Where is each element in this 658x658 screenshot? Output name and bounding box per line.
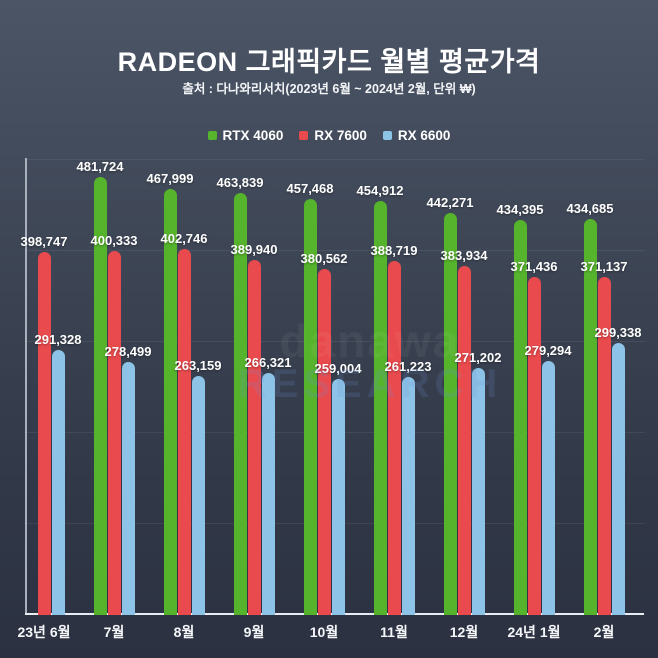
bar-rx-7600 — [527, 277, 541, 615]
value-label: 388,719 — [370, 243, 418, 259]
bar-rx-7600 — [387, 261, 401, 615]
legend-marker-icon — [382, 131, 392, 140]
x-tick-label: 7월 — [103, 624, 125, 640]
value-label: 389,940 — [230, 242, 278, 258]
value-label: 263,159 — [174, 357, 222, 373]
value-label: 278,499 — [104, 343, 152, 359]
value-label: 434,395 — [496, 201, 544, 217]
bar-rx-7600 — [37, 252, 51, 615]
x-tick-label: 12월 — [449, 624, 479, 640]
legend-marker-icon — [299, 131, 309, 140]
plot-area: 481,724 467,999 463,839 457,468 454,912 442,2… — [21, 158, 645, 615]
value-label: 266,321 — [244, 354, 292, 370]
bar-rx-7600 — [597, 277, 611, 615]
x-tick-label: 10월 — [309, 624, 339, 640]
gridline — [25, 159, 645, 160]
x-tick-label: 24년 1월 — [507, 624, 561, 640]
value-label: 457,468 — [286, 180, 334, 196]
legend: RTX 4060 RX 7600 RX 6600 — [0, 128, 658, 143]
bar-rtx-4060 — [513, 219, 527, 615]
bar-rx-7600 — [317, 268, 331, 615]
value-label: 463,839 — [216, 174, 264, 190]
x-tick-label: 2월 — [593, 624, 615, 640]
value-label: 442,271 — [426, 194, 474, 210]
chart-subtitle: 출처 : 다나와리서치(2023년 6월 ~ 2024년 2월, 단위 ₩) — [182, 82, 476, 96]
value-label: 467,999 — [146, 171, 194, 187]
gridline — [25, 341, 645, 342]
legend-label: RX 6600 — [397, 128, 451, 143]
bar-rtx-4060 — [233, 192, 247, 615]
value-label: 371,436 — [510, 259, 558, 274]
gridline — [25, 250, 645, 251]
x-tick-label: 23년 6월 — [17, 624, 71, 640]
value-label: 259,004 — [314, 361, 362, 377]
bar-rtx-4060 — [303, 198, 317, 615]
bar-rx-7600 — [107, 250, 121, 615]
value-label: 400,333 — [90, 232, 138, 248]
bar-rx-6600 — [331, 379, 345, 615]
value-label: 271,202 — [454, 350, 502, 366]
bar-rx-6600 — [51, 349, 65, 615]
value-label: 454,912 — [356, 183, 404, 199]
value-label: 380,562 — [300, 250, 348, 266]
value-label: 383,934 — [440, 247, 488, 263]
bar-rx-6600 — [471, 368, 485, 615]
bar-rx-6600 — [541, 360, 555, 615]
bar-rtx-4060 — [163, 189, 177, 615]
bar-rtx-4060 — [373, 201, 387, 615]
bar-rx-7600 — [457, 265, 471, 615]
bar-rx-6600 — [261, 372, 275, 615]
value-label: 299,338 — [594, 324, 642, 340]
bar-rx-7600 — [247, 260, 261, 615]
legend-item-rx-6600: RX 6600 — [382, 128, 451, 143]
legend-label: RX 7600 — [314, 128, 367, 143]
value-label: 261,223 — [384, 359, 432, 375]
bar-rtx-4060 — [443, 212, 457, 615]
value-label: 398,747 — [20, 234, 68, 250]
chart-title: RADEON 그래픽카드 월별 평균가격 — [117, 47, 541, 77]
value-label: 402,746 — [160, 230, 208, 246]
value-label: 481,724 — [76, 158, 124, 174]
bar-rx-6600 — [191, 375, 205, 615]
value-label: 291,328 — [34, 331, 82, 347]
x-tick-label: 8월 — [173, 624, 195, 640]
bar-rx-7600 — [177, 248, 191, 615]
legend-item-rx-7600: RX 7600 — [299, 128, 367, 143]
bar-rx-6600 — [401, 377, 415, 615]
value-label: 371,137 — [580, 259, 628, 275]
bar-rx-6600 — [611, 342, 625, 615]
legend-marker-icon — [207, 131, 217, 140]
bar-rx-6600 — [121, 361, 135, 615]
y-axis-line — [25, 158, 27, 615]
value-label: 434,685 — [566, 201, 614, 217]
value-label: 279,294 — [524, 342, 572, 358]
x-tick-label: 9월 — [243, 624, 265, 640]
x-axis-labels: 23년 6월 7월 8월 9월 10월 11월 12월 24년 1월 2월 — [17, 622, 645, 642]
x-tick-label: 11월 — [380, 624, 408, 640]
bar-rtx-4060 — [583, 219, 597, 615]
legend-label: RTX 4060 — [222, 128, 284, 143]
bar-rtx-4060 — [93, 176, 107, 615]
legend-item-rtx-4060: RTX 4060 — [207, 128, 284, 143]
